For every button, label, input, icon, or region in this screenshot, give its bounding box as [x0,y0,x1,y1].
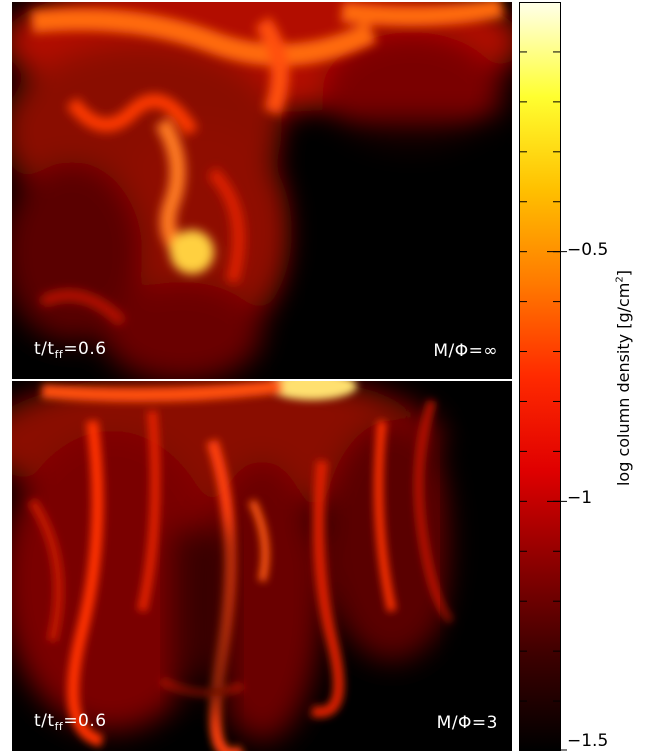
top-time-label: t/tff=0.6 [34,339,107,361]
bottom-density-image [12,381,512,751]
bottom-mass-flux-label: M/Φ=3 [436,713,498,733]
colorbar-tick-label-1: −1 [567,488,593,508]
colorbar-tick-label-2: −1.5 [567,731,609,751]
colorbar-tick-label-0: −0.5 [567,240,609,260]
colorbar-title: log column density [g/cm2] [614,269,633,487]
top-density-image [12,2,512,379]
bottom-time-label: t/tff=0.6 [34,711,107,733]
top-mass-flux-label: M/Φ=∞ [433,341,498,361]
top-density-panel: t/tff=0.6 M/Φ=∞ [12,2,512,379]
colorbar [519,2,561,751]
colorbar-ticks [519,2,567,751]
bottom-density-panel: t/tff=0.6 M/Φ=3 [12,381,512,751]
